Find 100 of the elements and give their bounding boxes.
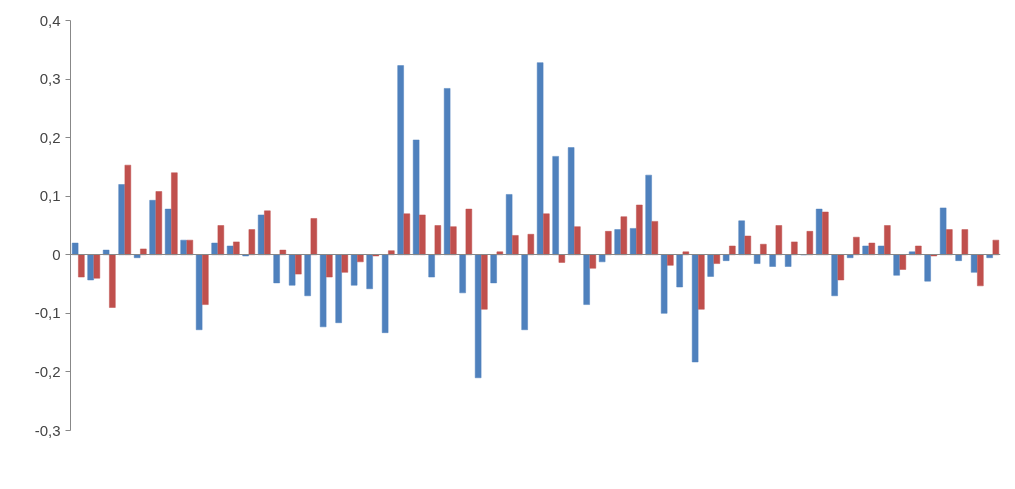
bar — [753, 254, 761, 265]
bar — [868, 242, 876, 256]
bar — [434, 225, 442, 256]
bar — [170, 172, 178, 256]
bar — [604, 230, 612, 256]
bar — [837, 254, 845, 281]
y-tick-label: 0,3 — [39, 70, 61, 88]
bar — [738, 220, 746, 256]
bar — [976, 254, 984, 287]
bar — [707, 254, 715, 277]
bar — [676, 254, 684, 288]
bar — [635, 204, 643, 256]
bar — [459, 254, 467, 294]
bar — [428, 254, 436, 278]
bar — [310, 217, 318, 256]
bar — [304, 254, 312, 297]
bar — [443, 87, 451, 256]
bar — [474, 254, 482, 379]
bar — [527, 233, 535, 256]
y-tick-label: 0,2 — [39, 128, 61, 146]
bar — [713, 254, 721, 265]
bar — [914, 245, 922, 256]
bar — [71, 242, 79, 256]
bar — [195, 254, 203, 331]
y-tick-label: 0,4 — [39, 11, 61, 29]
y-tick-label: 0,1 — [39, 187, 61, 205]
bar — [449, 226, 457, 256]
bar — [480, 254, 488, 310]
bar — [366, 254, 374, 290]
bar — [558, 254, 566, 263]
bar — [992, 239, 1000, 256]
y-tick-label: 0 — [52, 245, 61, 263]
bar — [124, 164, 132, 256]
bar — [335, 254, 343, 324]
bar — [397, 65, 405, 256]
bar — [273, 254, 281, 284]
bar — [775, 225, 783, 256]
bar — [728, 245, 736, 256]
bar — [883, 225, 891, 256]
bar — [93, 254, 101, 279]
bar — [552, 155, 560, 256]
bar — [722, 254, 730, 262]
bar — [341, 254, 349, 273]
bar — [412, 139, 420, 256]
bar — [356, 254, 364, 263]
bar — [620, 216, 628, 256]
bar — [536, 62, 544, 256]
bar — [505, 193, 513, 256]
bar — [201, 254, 209, 306]
bar — [583, 254, 591, 306]
bar — [939, 207, 947, 256]
bar — [645, 174, 653, 256]
bar — [831, 254, 839, 297]
bar — [325, 254, 333, 278]
bar — [806, 230, 814, 256]
bar — [666, 254, 674, 266]
bar — [155, 191, 163, 256]
bar — [288, 254, 296, 286]
bar — [784, 254, 792, 267]
bar — [263, 210, 271, 256]
bar — [567, 147, 575, 256]
bar — [598, 254, 606, 263]
bar — [945, 229, 953, 256]
y-tick-label: -0,3 — [34, 421, 61, 439]
bar — [691, 254, 699, 363]
bar — [294, 254, 302, 275]
bar — [542, 213, 550, 256]
bar — [852, 236, 860, 256]
bar — [381, 254, 389, 334]
bar — [893, 254, 901, 276]
bar — [924, 254, 932, 282]
bar — [521, 254, 529, 331]
bar — [418, 214, 426, 256]
bar — [248, 229, 256, 256]
bar — [511, 234, 519, 256]
bar — [350, 254, 358, 286]
bar — [403, 213, 411, 256]
bar — [77, 254, 85, 278]
bar — [651, 220, 659, 256]
bar — [961, 229, 969, 256]
bar — [899, 254, 907, 270]
bar — [589, 254, 597, 269]
bar — [573, 226, 581, 256]
bar — [108, 254, 116, 308]
bar — [232, 241, 240, 256]
bar — [821, 211, 829, 256]
bar — [769, 254, 777, 267]
y-tick-label: -0,1 — [34, 304, 61, 322]
bar — [186, 239, 194, 256]
bar — [955, 254, 963, 262]
bar — [697, 254, 705, 310]
bar — [319, 254, 327, 328]
bar — [139, 248, 147, 256]
bar — [790, 241, 798, 256]
bar — [490, 254, 498, 284]
y-tick-label: -0,2 — [34, 362, 61, 380]
bar — [744, 235, 752, 256]
bar — [217, 225, 225, 256]
bar — [660, 254, 668, 314]
bar — [465, 208, 473, 256]
